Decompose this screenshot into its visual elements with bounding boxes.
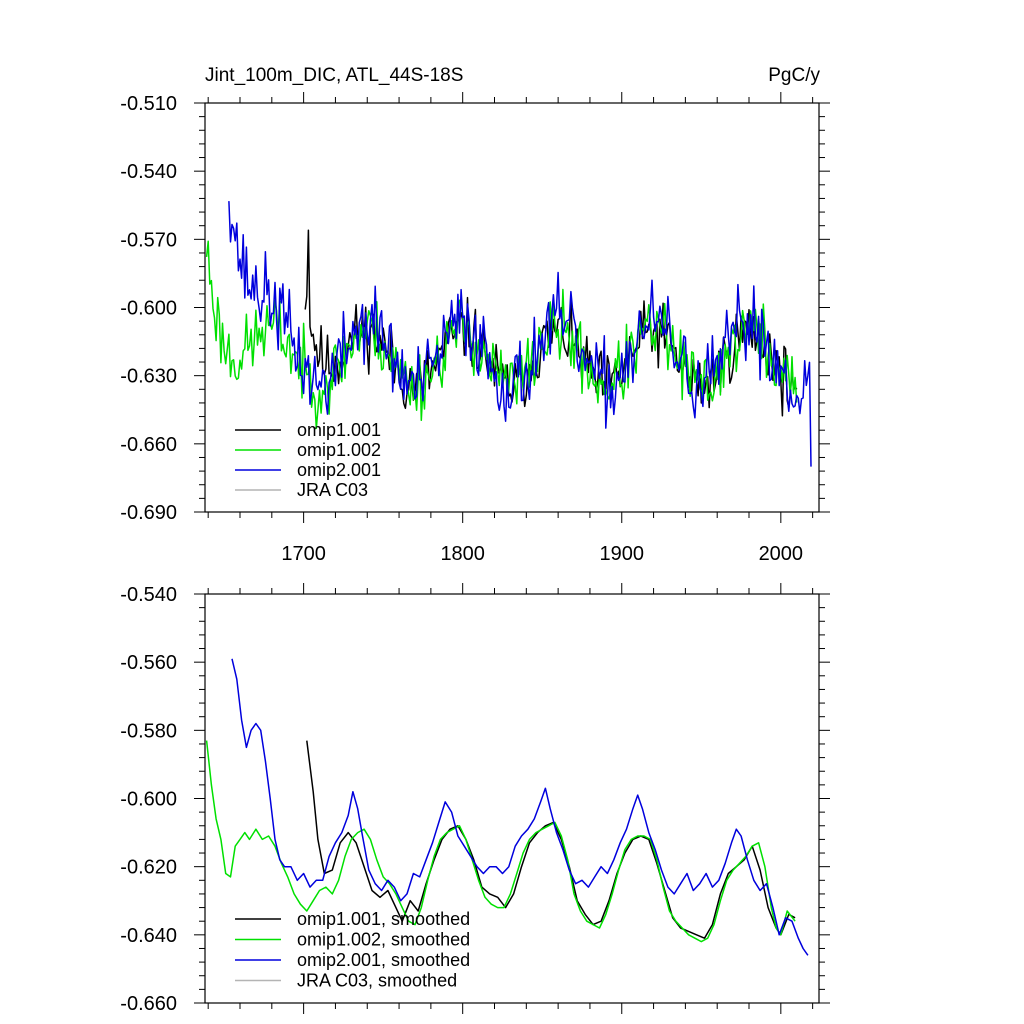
series-line-omip1-002-smoothed <box>205 740 796 943</box>
bottom-panel: -0.540 -0.560 -0.580 -0.600 -0.620 -0.640 -0.6… <box>120 583 830 1015</box>
y-tick-label: -0.660 <box>120 434 177 456</box>
y-tick-label: -0.540 <box>120 584 177 606</box>
y-tick-label: -0.620 <box>120 857 177 879</box>
legend-label: JRA C03 <box>297 480 368 500</box>
y-tick-label: -0.600 <box>120 298 177 320</box>
y-tick-label: -0.690 <box>120 502 177 524</box>
y-tick-label: -0.540 <box>120 161 177 183</box>
x-tick-label: 1700 <box>281 543 326 565</box>
y-tick-label: -0.660 <box>120 993 177 1015</box>
legend-label: omip2.001, smoothed <box>297 950 470 970</box>
figure-title: Jint_100m_DIC, ATL_44S-18S <box>205 65 463 86</box>
series-line-omip2-001-smoothed <box>231 658 809 956</box>
y-tick-label: -0.580 <box>120 720 177 742</box>
legend-label: omip2.001 <box>297 460 381 480</box>
legend-label: JRA C03, smoothed <box>297 971 457 991</box>
x-tick-label: 1900 <box>600 543 645 565</box>
bottom-plot-frame <box>204 593 820 1004</box>
units-label: PgC/y <box>768 65 820 86</box>
y-tick-label: -0.600 <box>120 789 177 811</box>
top-panel: -0.510 -0.540 -0.570 -0.600 -0.630 -0.660 -0.6… <box>120 92 830 565</box>
x-tick-label: 2000 <box>759 543 804 565</box>
top-plot-frame <box>204 102 820 513</box>
y-tick-label: -0.560 <box>120 652 177 674</box>
legend-label: omip1.002, smoothed <box>297 930 470 950</box>
x-tick-label: 1800 <box>440 543 485 565</box>
y-tick-label: -0.570 <box>120 229 177 251</box>
legend-label: omip1.002 <box>297 440 381 460</box>
series-line-omip2-001 <box>228 201 812 467</box>
legend-label: omip1.001 <box>297 420 381 440</box>
series-line-omip1-002 <box>205 240 798 430</box>
y-tick-label: -0.630 <box>120 366 177 388</box>
series-line-omip1-001-smoothed <box>306 740 796 939</box>
legend-label: omip1.001, smoothed <box>297 909 470 929</box>
y-tick-label: -0.640 <box>120 925 177 947</box>
y-tick-label: -0.510 <box>120 93 177 115</box>
